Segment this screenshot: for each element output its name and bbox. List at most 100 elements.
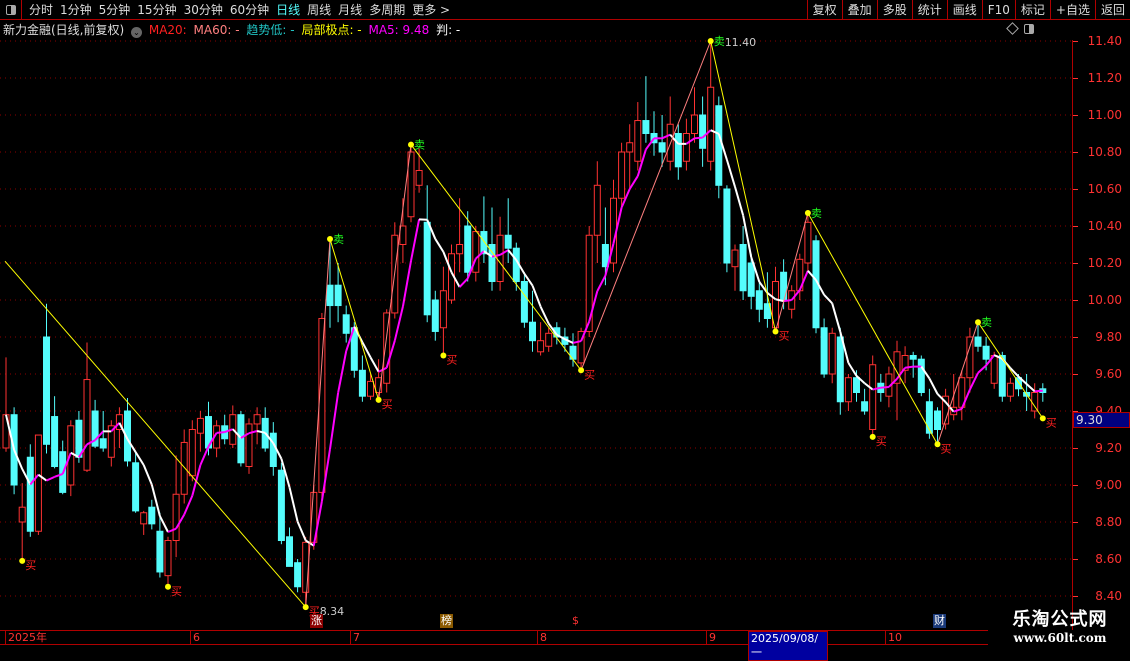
price-tick [1073, 226, 1078, 227]
candle-body [52, 417, 58, 467]
candle [708, 41, 714, 171]
candle [141, 511, 147, 535]
candle-body [505, 235, 511, 248]
candle-body [837, 337, 843, 402]
candle [724, 185, 730, 272]
candle-body [197, 418, 203, 433]
sell-signal-label: 卖 [811, 207, 822, 220]
ma5-segment [298, 522, 306, 541]
candle-body [416, 171, 422, 186]
price-tick-label: 10.20 [1088, 256, 1122, 270]
candle-body [975, 337, 981, 346]
candle-body [821, 328, 827, 374]
buy-signal-label: 买 [941, 442, 952, 455]
candle [424, 185, 430, 322]
ma5-segment [533, 286, 541, 307]
price-tick [1073, 337, 1078, 338]
candle-body [740, 245, 746, 291]
candle-body [991, 356, 997, 384]
candle [845, 374, 851, 411]
candle-body [327, 285, 333, 305]
price-tick-label: 10.60 [1088, 182, 1122, 196]
candle-body [918, 359, 924, 392]
candle [732, 245, 738, 291]
candle-body [748, 263, 754, 296]
event-tag[interactable]: 财 [933, 614, 946, 628]
candle-body [983, 346, 989, 359]
candle-body [627, 143, 633, 152]
candle [254, 407, 260, 444]
candle-body [270, 433, 276, 466]
candle-body [368, 381, 374, 396]
candle [756, 282, 762, 323]
price-tick-label: 10.00 [1088, 293, 1122, 307]
candle [149, 500, 155, 530]
price-tick-label: 10.80 [1088, 145, 1122, 159]
candle-body [173, 494, 179, 540]
candle-body [967, 337, 973, 378]
candle [214, 420, 220, 457]
ma5-segment [695, 138, 703, 139]
price-tick [1073, 115, 1078, 116]
candle-body [76, 420, 82, 457]
current-price-marker: 9.30 [1073, 412, 1130, 428]
candle-body [27, 457, 33, 531]
candle [546, 328, 552, 352]
candle [473, 226, 479, 282]
ma5-segment [848, 363, 856, 376]
candle-body [238, 415, 244, 463]
candle [926, 389, 932, 439]
ma5-segment [290, 487, 298, 521]
extreme-price-label: 8.34 [320, 605, 345, 618]
ma5-segment [646, 138, 654, 149]
candle-body [845, 378, 851, 402]
price-tick-label: 8.40 [1095, 589, 1122, 603]
ma5-segment [630, 176, 638, 189]
candle [538, 322, 544, 355]
price-tick-label: 9.00 [1095, 478, 1122, 492]
candle [359, 356, 365, 402]
candle [870, 356, 876, 437]
ma5-segment [881, 387, 889, 388]
zigzag-line [306, 239, 330, 607]
candle [287, 528, 293, 567]
price-tick [1073, 448, 1078, 449]
candle [675, 124, 681, 180]
candle [165, 537, 171, 587]
candle [1040, 383, 1046, 402]
sell-signal-label: 卖 [981, 316, 992, 329]
candle-body [181, 442, 187, 494]
candle-body [246, 424, 252, 467]
candle [238, 411, 244, 467]
price-tick-label: 10.40 [1088, 219, 1122, 233]
event-tag[interactable]: 涨 [310, 614, 323, 628]
toolbar-button[interactable]: 返回 [1095, 0, 1130, 20]
candle [521, 272, 527, 328]
candle [700, 97, 706, 167]
date-label: 8 [537, 631, 547, 645]
candle-body [854, 378, 860, 393]
ma5-segment [784, 300, 792, 301]
price-tick-label: 8.80 [1095, 515, 1122, 529]
price-tick [1073, 152, 1078, 153]
candle-body [141, 513, 147, 524]
candle [133, 452, 139, 513]
price-tick-label: 8.60 [1095, 552, 1122, 566]
price-tick [1073, 522, 1078, 523]
ma5-segment [824, 295, 832, 304]
candle-body [149, 507, 155, 524]
candle [19, 483, 25, 561]
candle-body [457, 245, 463, 254]
candle-body [692, 115, 698, 134]
ma5-segment [200, 447, 208, 466]
candle [368, 374, 374, 400]
candle-body [635, 121, 641, 162]
event-tag[interactable]: 榜 [440, 614, 453, 628]
date-label: 10 [885, 631, 902, 645]
candle [692, 87, 698, 143]
event-tag[interactable]: $ [569, 614, 582, 628]
candle [627, 124, 633, 189]
candle [35, 435, 41, 535]
buy-signal-label: 买 [171, 585, 182, 598]
